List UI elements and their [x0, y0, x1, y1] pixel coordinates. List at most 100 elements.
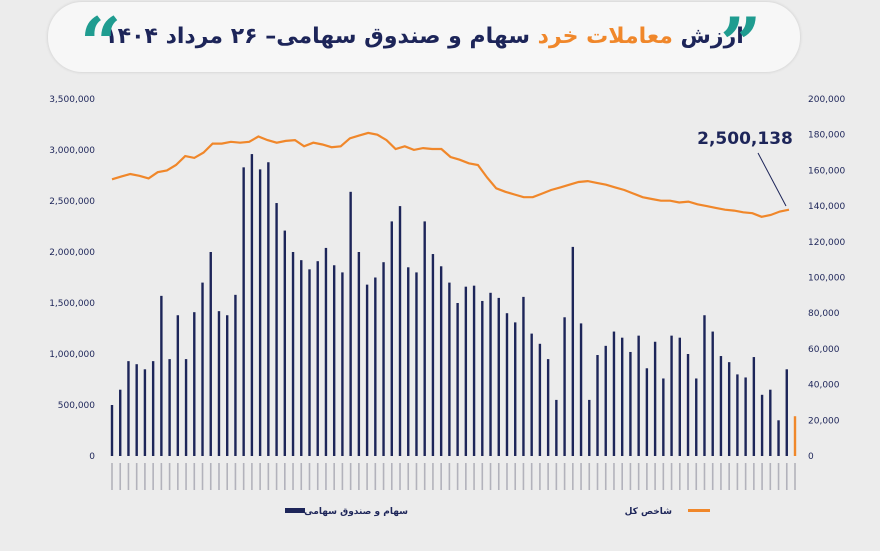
bar	[489, 292, 492, 456]
x-tick-mark	[522, 463, 525, 490]
bar	[324, 247, 328, 456]
bar	[653, 341, 657, 456]
x-tick-mark	[572, 463, 574, 490]
y-left-tick-label: 1,000,000	[49, 350, 95, 360]
x-tick-mark	[218, 463, 220, 490]
bar	[703, 315, 706, 456]
bar	[571, 246, 575, 456]
bar	[357, 252, 361, 456]
bar	[143, 369, 147, 456]
bar	[193, 312, 196, 456]
bar	[110, 405, 114, 456]
legend: سهام و صندوق سهامی شاخص کل	[285, 507, 710, 517]
x-tick-mark	[440, 463, 442, 490]
bar	[407, 267, 410, 456]
bar	[793, 416, 797, 456]
bar	[209, 252, 212, 456]
y-axis-left: 0 500,000 1,000,000 1,500,000 2,000,000 2,500…	[49, 95, 95, 462]
x-tick-mark	[785, 463, 788, 490]
y-left-tick-label: 1,500,000	[49, 299, 95, 309]
x-tick-mark	[292, 463, 294, 490]
x-tick-mark	[563, 463, 566, 490]
bar	[242, 167, 245, 456]
bar	[505, 313, 509, 456]
x-tick-mark	[209, 463, 212, 490]
index-line	[111, 131, 790, 218]
bar	[760, 394, 764, 456]
bar	[596, 355, 599, 456]
x-tick-mark	[703, 463, 706, 490]
y-right-tick-label: 0	[808, 452, 814, 462]
x-tick-mark	[144, 463, 146, 490]
y-left-tick-label: 0	[89, 452, 95, 462]
x-tick-mark	[744, 463, 747, 490]
x-tick-mark	[604, 463, 607, 490]
x-tick-mark	[399, 463, 401, 490]
bar	[365, 284, 369, 456]
bar	[727, 362, 731, 456]
x-tick-mark	[349, 463, 352, 490]
x-tick-mark	[596, 463, 599, 490]
y-right-tick-label: 140,000	[808, 202, 845, 212]
legend-label-bars: سهام و صندوق سهامی	[304, 507, 408, 517]
x-tick-mark	[341, 463, 344, 490]
bar	[481, 300, 484, 456]
bar	[695, 378, 698, 456]
y-right-tick-label: 60,000	[808, 345, 840, 355]
bar	[514, 322, 517, 456]
y-left-tick-label: 2,500,000	[49, 197, 95, 207]
x-tick-mark	[530, 463, 533, 490]
bar	[604, 345, 607, 456]
bar	[522, 296, 525, 456]
x-tick-mark	[119, 463, 122, 490]
bar	[546, 359, 550, 456]
x-tick-mark	[390, 463, 393, 490]
chart-title: ارزش معاملات خرد سهام و صندوق سهامی– ۲۶ …	[104, 24, 744, 49]
x-tick-mark	[226, 463, 229, 490]
bar	[168, 359, 171, 456]
x-tick-mark	[654, 463, 656, 490]
x-tick-mark	[761, 463, 763, 490]
x-tick-mark	[555, 463, 558, 490]
x-tick-mark	[662, 463, 665, 490]
x-tick-mark	[333, 463, 335, 490]
x-tick-mark	[366, 463, 368, 490]
x-tick-mark	[407, 463, 410, 490]
x-tick-mark	[621, 463, 623, 490]
quote-icon: “	[80, 1, 122, 86]
x-tick-mark	[753, 463, 755, 490]
bar	[736, 374, 739, 456]
x-tick-mark	[135, 463, 138, 490]
y-right-tick-label: 180,000	[808, 131, 845, 141]
bar-series	[110, 154, 797, 457]
x-tick-mark	[629, 463, 632, 490]
bar	[184, 359, 188, 456]
bar	[226, 315, 229, 456]
bar	[719, 356, 723, 456]
x-tick-mark	[473, 463, 475, 490]
bar	[250, 154, 254, 456]
y-left-tick-label: 2,000,000	[49, 248, 95, 258]
bar	[662, 378, 665, 456]
x-tick-mark	[242, 463, 245, 490]
bar	[472, 285, 476, 456]
x-tick-mark	[580, 463, 582, 490]
bar	[135, 364, 138, 456]
annotation-label: 2,500,138	[697, 129, 793, 149]
bar	[686, 354, 690, 456]
bar	[332, 265, 336, 456]
x-tick-mark	[514, 463, 517, 490]
x-tick-mark	[251, 463, 253, 490]
x-tick-mark	[736, 463, 739, 490]
x-tick-mark	[325, 463, 327, 490]
x-tick-mark	[456, 463, 459, 490]
bar	[744, 377, 747, 456]
x-tick-mark	[275, 463, 278, 490]
y-left-tick-label: 3,000,000	[49, 146, 95, 156]
x-tick-mark	[613, 463, 615, 490]
bar	[316, 261, 319, 456]
bar	[439, 266, 443, 456]
x-tick-mark	[711, 463, 714, 490]
bar	[151, 361, 155, 456]
